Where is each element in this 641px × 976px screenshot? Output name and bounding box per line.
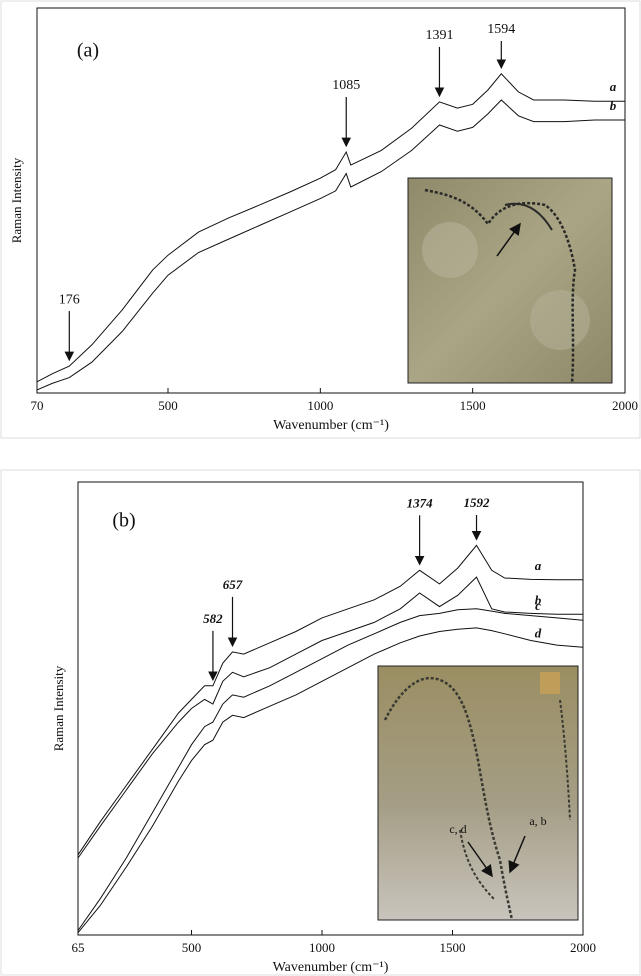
spectrum-line	[36, 73, 625, 383]
x-axis-label: Wavenumber (cm⁻¹)	[273, 418, 389, 433]
series-label: b	[535, 592, 542, 607]
peak-label: 1374	[407, 495, 434, 510]
peak-label: 1594	[487, 22, 515, 37]
peak-label: 176	[59, 292, 80, 307]
plot-frame	[77, 481, 584, 936]
inset-label: c, d	[449, 822, 466, 836]
x-tick-label: 1000	[307, 398, 333, 413]
peak-label: 657	[223, 577, 243, 592]
series-label: a	[610, 79, 617, 94]
panel-label: (b)	[112, 510, 135, 532]
spectrum-line	[77, 544, 583, 856]
peak-label: 1592	[464, 495, 491, 510]
spectrum-line	[77, 608, 584, 931]
x-tick-label: 500	[182, 940, 202, 955]
series-label: b	[610, 98, 617, 113]
x-tick-label: 1500	[460, 398, 486, 413]
x-tick-label: 65	[72, 940, 85, 955]
peak-label: 1391	[425, 28, 453, 43]
inset-photo	[377, 665, 579, 921]
y-axis-label: Raman Intensity	[51, 665, 66, 751]
panel-border	[0, 469, 641, 976]
panel-border	[0, 0, 641, 439]
x-tick-label: 2000	[612, 398, 638, 413]
y-axis-label: Raman Intensity	[9, 157, 24, 243]
series-label: c	[535, 598, 541, 613]
peak-label: 582	[203, 611, 223, 626]
x-tick-label: 2000	[570, 940, 596, 955]
inset-photo	[407, 177, 613, 384]
x-tick-label: 1500	[440, 940, 466, 955]
spectrum-line	[77, 576, 583, 859]
series-label: d	[535, 625, 542, 640]
panel-label: (a)	[77, 40, 99, 62]
inset-label: a, b	[529, 814, 546, 828]
x-axis-label: Wavenumber (cm⁻¹)	[273, 960, 389, 975]
x-tick-label: 500	[158, 398, 178, 413]
plot-frame	[36, 7, 626, 394]
x-tick-label: 70	[31, 398, 44, 413]
peak-label: 1085	[332, 78, 360, 93]
series-label: a	[535, 558, 542, 573]
x-tick-label: 1000	[309, 940, 335, 955]
spectrum-line	[77, 627, 584, 934]
spectrum-line	[36, 99, 625, 391]
